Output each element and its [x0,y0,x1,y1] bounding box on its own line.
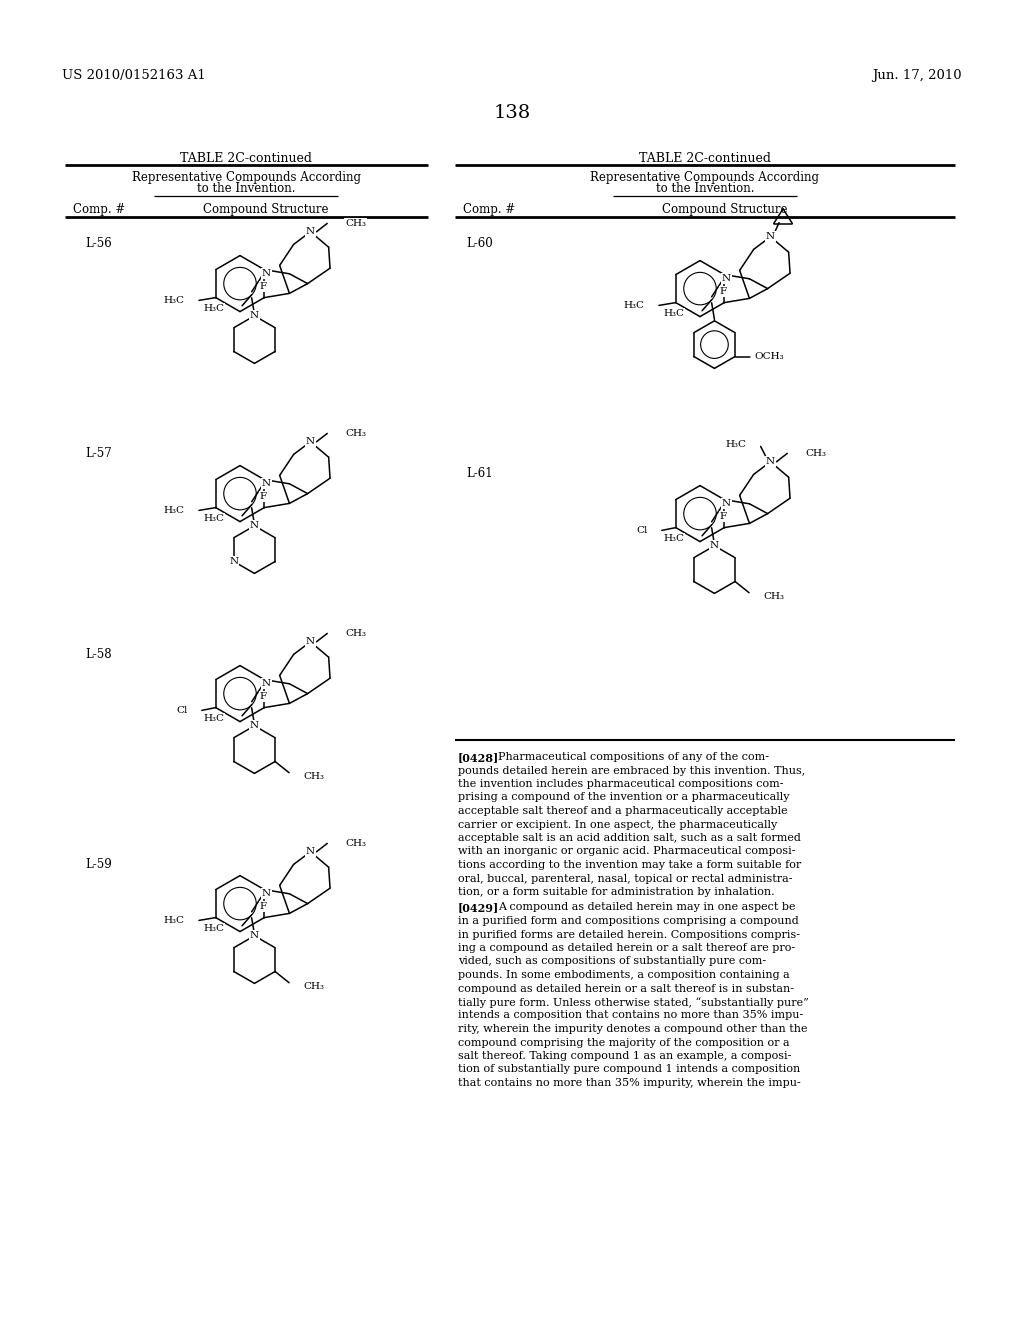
Text: H₃C: H₃C [164,506,185,515]
Text: N: N [722,275,731,282]
Text: oral, buccal, parenteral, nasal, topical or rectal administra-: oral, buccal, parenteral, nasal, topical… [458,874,793,883]
Text: compound as detailed herein or a salt thereof is in substan-: compound as detailed herein or a salt th… [458,983,794,994]
Text: CH₃: CH₃ [345,219,367,228]
Text: N: N [262,269,270,279]
Text: F: F [720,512,727,521]
Text: Comp. #: Comp. # [73,203,125,216]
Text: N: N [306,638,315,647]
Text: H₃C: H₃C [664,309,684,318]
Text: CH₃: CH₃ [345,429,367,438]
Text: L-61: L-61 [466,467,493,480]
Text: the invention includes pharmaceutical compositions com-: the invention includes pharmaceutical co… [458,779,783,789]
Text: tion, or a form suitable for administration by inhalation.: tion, or a form suitable for administrat… [458,887,774,898]
Text: N: N [262,678,270,688]
Text: H₃C: H₃C [203,714,224,723]
Text: Cl: Cl [176,706,187,715]
Text: intends a composition that contains no more than 35% impu-: intends a composition that contains no m… [458,1011,803,1020]
Text: N: N [250,521,259,531]
Text: H₃C: H₃C [203,924,224,933]
Text: N: N [306,227,315,236]
Text: salt thereof. Taking compound 1 as an example, a composi-: salt thereof. Taking compound 1 as an ex… [458,1051,792,1061]
Text: H₃C: H₃C [203,305,224,313]
Text: N: N [250,932,259,940]
Text: CH₃: CH₃ [303,982,324,991]
Text: 138: 138 [494,104,530,121]
Text: TABLE 2C-continued: TABLE 2C-continued [639,152,771,165]
Text: N: N [306,847,315,857]
Text: Jun. 17, 2010: Jun. 17, 2010 [872,69,962,82]
Text: CH₃: CH₃ [763,593,784,601]
Text: H₃C: H₃C [726,440,746,449]
Text: L-59: L-59 [85,858,112,871]
Text: N: N [710,541,719,550]
Text: Pharmaceutical compositions of any of the com-: Pharmaceutical compositions of any of th… [498,752,769,762]
Text: rity, wherein the impurity denotes a compound other than the: rity, wherein the impurity denotes a com… [458,1024,808,1034]
Text: Representative Compounds According: Representative Compounds According [131,170,360,183]
Text: to the Invention.: to the Invention. [655,182,755,195]
Text: F: F [260,492,267,502]
Text: Compound Structure: Compound Structure [203,203,329,216]
Text: L-56: L-56 [85,238,112,249]
Text: acceptable salt is an acid addition salt, such as a salt formed: acceptable salt is an acid addition salt… [458,833,801,843]
Text: CH₃: CH₃ [345,840,367,847]
Text: L-57: L-57 [85,447,112,459]
Text: H₃C: H₃C [664,535,684,544]
Text: H₃C: H₃C [164,916,185,925]
Text: Compound Structure: Compound Structure [663,203,787,216]
Text: acceptable salt thereof and a pharmaceutically acceptable: acceptable salt thereof and a pharmaceut… [458,807,787,816]
Text: in a purified form and compositions comprising a compound: in a purified form and compositions comp… [458,916,799,927]
Text: F: F [260,282,267,292]
Text: H₃C: H₃C [203,515,224,523]
Text: H₃C: H₃C [624,301,645,310]
Text: F: F [260,903,267,911]
Text: prising a compound of the invention or a pharmaceutically: prising a compound of the invention or a… [458,792,790,803]
Text: F: F [720,288,727,296]
Text: with an inorganic or organic acid. Pharmaceutical composi-: with an inorganic or organic acid. Pharm… [458,846,796,857]
Text: N: N [250,312,259,321]
Text: N: N [229,557,239,566]
Text: [0429]: [0429] [458,903,500,913]
Text: [0428]: [0428] [458,752,500,763]
Text: tion of substantially pure compound 1 intends a composition: tion of substantially pure compound 1 in… [458,1064,800,1074]
Text: TABLE 2C-continued: TABLE 2C-continued [180,152,312,165]
Text: N: N [262,890,270,898]
Text: A compound as detailed herein may in one aspect be: A compound as detailed herein may in one… [498,903,796,912]
Text: F: F [260,692,267,701]
Text: N: N [262,479,270,488]
Text: Cl: Cl [636,525,648,535]
Text: N: N [766,232,775,242]
Text: CH₃: CH₃ [303,772,324,781]
Text: pounds detailed herein are embraced by this invention. Thus,: pounds detailed herein are embraced by t… [458,766,805,776]
Text: L-60: L-60 [466,238,493,249]
Text: that contains no more than 35% impurity, wherein the impu-: that contains no more than 35% impurity,… [458,1078,801,1088]
Text: ing a compound as detailed herein or a salt thereof are pro-: ing a compound as detailed herein or a s… [458,942,795,953]
Text: compound comprising the majority of the composition or a: compound comprising the majority of the … [458,1038,790,1048]
Text: CH₃: CH₃ [345,628,367,638]
Text: OCH₃: OCH₃ [755,352,784,360]
Text: vided, such as compositions of substantially pure com-: vided, such as compositions of substanti… [458,957,766,966]
Text: US 2010/0152163 A1: US 2010/0152163 A1 [62,69,206,82]
Text: tially pure form. Unless otherwise stated, “substantially pure”: tially pure form. Unless otherwise state… [458,997,809,1007]
Text: pounds. In some embodiments, a composition containing a: pounds. In some embodiments, a compositi… [458,970,790,979]
Text: N: N [306,437,315,446]
Text: N: N [722,499,731,508]
Text: carrier or excipient. In one aspect, the pharmaceutically: carrier or excipient. In one aspect, the… [458,820,777,829]
Text: Comp. #: Comp. # [463,203,515,216]
Text: L-58: L-58 [85,648,112,661]
Text: H₃C: H₃C [164,296,185,305]
Text: Representative Compounds According: Representative Compounds According [591,170,819,183]
Text: CH₃: CH₃ [805,449,826,458]
Text: to the Invention.: to the Invention. [197,182,295,195]
Text: tions according to the invention may take a form suitable for: tions according to the invention may tak… [458,861,801,870]
Text: N: N [766,457,775,466]
Text: in purified forms are detailed herein. Compositions compris-: in purified forms are detailed herein. C… [458,929,800,940]
Text: N: N [250,721,259,730]
